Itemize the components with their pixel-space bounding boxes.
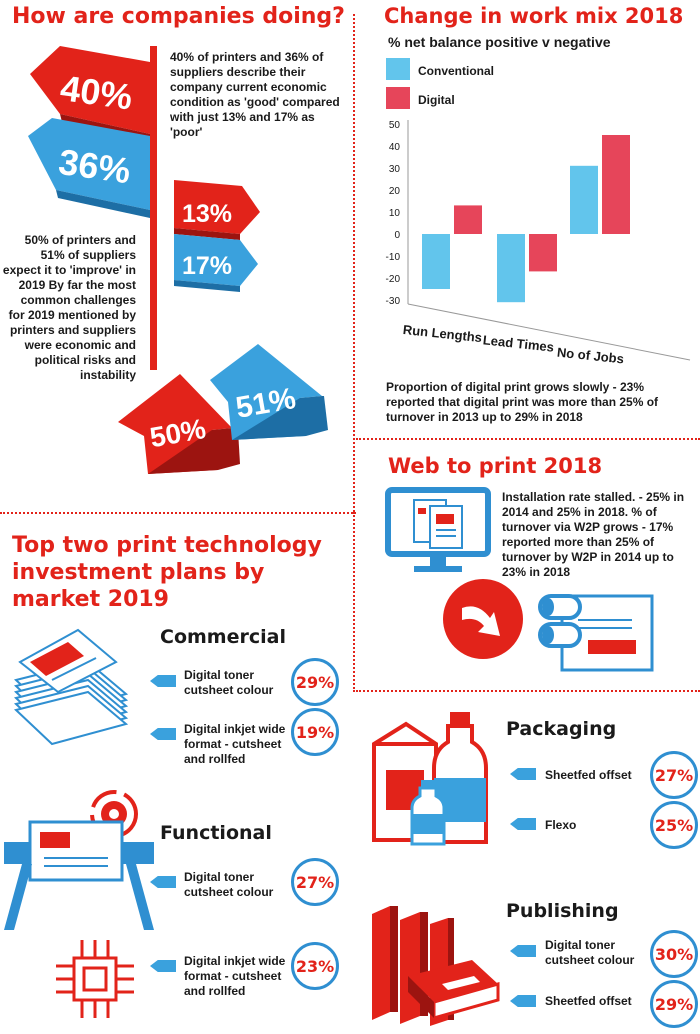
- packaging-item-2: Flexo: [545, 818, 577, 832]
- publishing-value-1: 30%: [650, 930, 698, 978]
- packaging-item-1: Sheetfed offset: [545, 768, 632, 782]
- arrow-36-label: 36%: [56, 141, 133, 192]
- x-category-label: No of Jobs: [556, 345, 624, 367]
- y-tick-label: -30: [386, 296, 401, 307]
- market-publishing: Publishing: [506, 900, 619, 922]
- bar-conventional-run-lengths: [422, 234, 450, 289]
- publishing-item-1: Digital toner cutsheet colour: [545, 938, 635, 967]
- y-tick-label: -10: [386, 252, 401, 263]
- legend-label-digital: Digital: [418, 93, 455, 107]
- arrow-17-label: 17%: [182, 252, 232, 280]
- companies-text-good: 40% of printers and 36% of suppliers des…: [170, 50, 340, 139]
- packaging-value-1: 27%: [650, 751, 698, 799]
- x-axis-line: [407, 303, 691, 361]
- signpost-pole: [150, 46, 157, 370]
- bar-conventional-lead-times: [497, 234, 525, 303]
- tag-icon: [150, 675, 176, 687]
- functional-item-1: Digital toner cutsheet colour: [184, 870, 274, 899]
- bar-digital-no-of-jobs: [602, 135, 630, 234]
- y-tick-label: -20: [386, 274, 401, 285]
- web-title: Web to print 2018: [388, 454, 603, 478]
- arrow-13-label: 13%: [182, 200, 232, 228]
- wide-format-printer-icon: [4, 820, 154, 930]
- divider-vertical-mid: [353, 512, 355, 692]
- tag-icon: [150, 876, 176, 888]
- bottle-icon: [432, 712, 488, 844]
- y-tick-label: 40: [389, 142, 401, 153]
- publishing-value-2: 29%: [650, 980, 698, 1028]
- investment-title: Top two print technology investment plan…: [12, 533, 322, 612]
- legend-swatch-digital: [386, 87, 410, 109]
- divider-horizontal-right: [356, 438, 700, 440]
- market-commercial: Commercial: [160, 626, 286, 648]
- legend-swatch-conventional: [386, 58, 410, 80]
- bar-conventional-no-of-jobs: [570, 165, 598, 234]
- bar-digital-run-lengths: [454, 205, 482, 234]
- computer-monitor-icon: [385, 487, 491, 572]
- y-tick-label: 20: [389, 186, 401, 197]
- tag-icon: [150, 960, 176, 972]
- divider-horizontal-web: [356, 690, 700, 692]
- bar-digital-lead-times: [529, 234, 557, 272]
- workmix-note: Proportion of digital print grows slowly…: [386, 380, 659, 424]
- divider-horizontal-left: [0, 512, 356, 514]
- workmix-chart: 50 40 30 20 10 0 -10 -20 -30 Run Lengths Lead Time…: [386, 120, 691, 367]
- signpost-arrows: 40% 36% 13% 17% 50% 51%: [28, 46, 328, 474]
- commercial-item-2: Digital inkjet wide format - cutsheet an…: [184, 722, 286, 766]
- arrow-40-label: 40%: [58, 67, 135, 118]
- functional-item-2: Digital inkjet wide format - cutsheet an…: [184, 954, 286, 998]
- x-category-label: Lead Times: [482, 332, 554, 354]
- x-category-label: Run Lengths: [402, 322, 483, 345]
- circuit-chip-icon: [56, 940, 134, 1018]
- tag-icon: [510, 995, 536, 1007]
- tag-icon: [510, 768, 536, 780]
- market-functional: Functional: [160, 822, 272, 844]
- functional-value-2: 23%: [291, 942, 339, 990]
- companies-title: How are companies doing?: [12, 4, 345, 29]
- workmix-subtitle: % net balance positive v negative: [388, 34, 611, 50]
- packaging-value-2: 25%: [650, 801, 698, 849]
- bottle-icon: [410, 780, 446, 846]
- stack-of-papers-icon: [13, 628, 129, 746]
- tag-icon: [510, 945, 536, 957]
- tag-icon: [150, 728, 176, 740]
- right-arrow-icon: [443, 579, 523, 659]
- y-tick-label: 10: [389, 208, 401, 219]
- publishing-item-2: Sheetfed offset: [545, 994, 632, 1008]
- tag-icon: [510, 818, 536, 830]
- functional-value-1: 27%: [291, 858, 339, 906]
- market-packaging: Packaging: [506, 718, 617, 740]
- y-tick-label: 30: [389, 164, 401, 175]
- companies-text-improve: 50% of printers and 51% of suppliers exp…: [2, 233, 136, 382]
- books-icon: [372, 906, 500, 1026]
- commercial-value-2: 19%: [291, 708, 339, 756]
- y-tick-label: 50: [389, 120, 401, 131]
- legend-label-conventional: Conventional: [418, 64, 495, 78]
- workmix-title: Change in work mix 2018: [384, 4, 684, 28]
- paper-roll-printer-icon: [538, 594, 654, 672]
- y-tick-label: 0: [394, 230, 400, 241]
- web-text: Installation rate stalled. - 25% in 2014…: [502, 490, 685, 579]
- divider-vertical-top: [353, 14, 355, 512]
- commercial-item-1: Digital toner cutsheet colour: [184, 668, 274, 697]
- commercial-value-1: 29%: [291, 658, 339, 706]
